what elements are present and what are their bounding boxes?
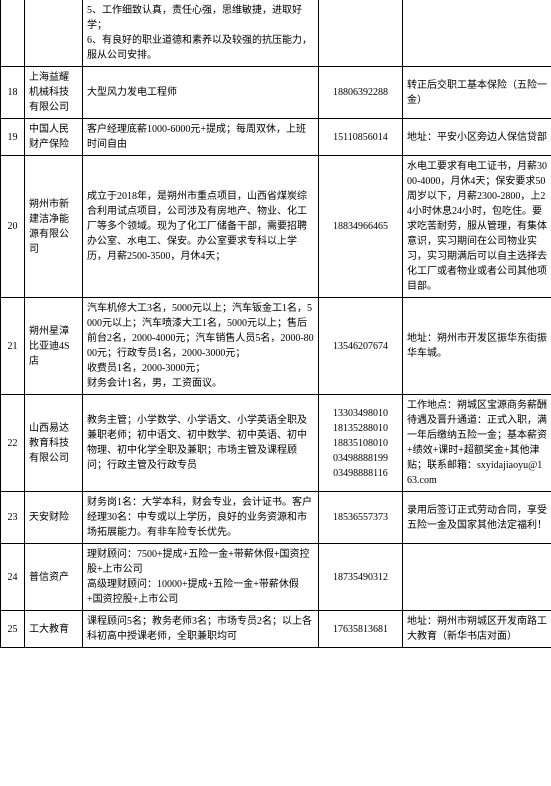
cell-company: 天安财险: [25, 492, 83, 544]
cell-phone: 1330349801018135288010188351080100349888…: [319, 395, 403, 492]
cell-idx: 18: [1, 67, 25, 119]
cell-note: 地址：朔州市朔城区开发南路工大教育（新华书店对面）: [403, 611, 551, 648]
cell-phone: 18834966465: [319, 156, 403, 298]
cell-phone: 18735490312: [319, 544, 403, 611]
cell-note: 地址：平安小区旁边人保信贷部: [403, 119, 551, 156]
cell-note: 转正后交职工基本保险（五险一金）: [403, 67, 551, 119]
cell-phone: 13546207674: [319, 298, 403, 395]
cell-phone: 18806392288: [319, 67, 403, 119]
cell-company: 中国人民财产保险: [25, 119, 83, 156]
cell-phone: [319, 0, 403, 67]
cell-company: [25, 0, 83, 67]
table-row-partial: 5、工作细致认真，责任心强，思维敏捷，进取好学；6、有良好的职业道德和素养以及较…: [1, 0, 551, 67]
cell-idx: 25: [1, 611, 25, 648]
cell-idx: 23: [1, 492, 25, 544]
cell-company: 工大教育: [25, 611, 83, 648]
cell-desc: 成立于2018年，是朔州市重点项目，山西省煤炭综合利用试点项目，公司涉及有房地产…: [83, 156, 319, 298]
cell-idx: 22: [1, 395, 25, 492]
cell-note: [403, 544, 551, 611]
cell-company: 山西易达教育科技有限公司: [25, 395, 83, 492]
cell-company: 上海益耀机械科技有限公司: [25, 67, 83, 119]
cell-desc: 课程顾问5名；教务老师3名；市场专员2名；以上各科初高中授课老师，全职兼职均可: [83, 611, 319, 648]
cell-phone: 18536557373: [319, 492, 403, 544]
cell-idx: 20: [1, 156, 25, 298]
cell-idx: 19: [1, 119, 25, 156]
cell-phone: 15110856014: [319, 119, 403, 156]
cell-phone: 17635813681: [319, 611, 403, 648]
cell-desc: 财务岗1名：大学本科，财会专业，会计证书。客户经理30名：中专或以上学历，良好的…: [83, 492, 319, 544]
recruitment-table: 5、工作细致认真，责任心强，思维敏捷，进取好学；6、有良好的职业道德和素养以及较…: [0, 0, 551, 648]
cell-company: 朔州市新建洁净能源有限公司: [25, 156, 83, 298]
cell-note: 录用后签订正式劳动合同，享受五险一金及国家其他法定福利！: [403, 492, 551, 544]
cell-note: 工作地点：朔城区宝源商务薪酬待遇及晋升通道：正式入职，满一年后缴纳五险一金；基本…: [403, 395, 551, 492]
cell-note: [403, 0, 551, 67]
cell-desc: 客户经理底薪1000-6000元+提成；每周双休，上班时间自由: [83, 119, 319, 156]
cell-idx: 24: [1, 544, 25, 611]
cell-desc: 教务主管；小学数学、小学语文、小学英语全职及兼职老师；初中语文、初中数学、初中英…: [83, 395, 319, 492]
table-row: 19 中国人民财产保险 客户经理底薪1000-6000元+提成；每周双休，上班时…: [1, 119, 551, 156]
cell-company: 朔州星漳比亚迪4S店: [25, 298, 83, 395]
cell-desc: 理财顾问：7500+提成+五险一金+带薪休假+国资控股+上市公司高级理财顾问：1…: [83, 544, 319, 611]
cell-idx: [1, 0, 25, 67]
table-row: 25 工大教育 课程顾问5名；教务老师3名；市场专员2名；以上各科初高中授课老师…: [1, 611, 551, 648]
table-row: 20 朔州市新建洁净能源有限公司 成立于2018年，是朔州市重点项目，山西省煤炭…: [1, 156, 551, 298]
table-row: 23 天安财险 财务岗1名：大学本科，财会专业，会计证书。客户经理30名：中专或…: [1, 492, 551, 544]
table-row: 18 上海益耀机械科技有限公司 大型风力发电工程师 18806392288 转正…: [1, 67, 551, 119]
cell-desc: 汽车机修大工3名，5000元以上；汽车钣金工1名，5000元以上；汽车喷漆大工1…: [83, 298, 319, 395]
cell-note: 地址：朔州市开发区振华东街振华车城。: [403, 298, 551, 395]
cell-idx: 21: [1, 298, 25, 395]
cell-note: 水电工要求有电工证书，月薪3000-4000，月休4天；保安要求50周岁以下，月…: [403, 156, 551, 298]
table-row: 21 朔州星漳比亚迪4S店 汽车机修大工3名，5000元以上；汽车钣金工1名，5…: [1, 298, 551, 395]
cell-desc: 大型风力发电工程师: [83, 67, 319, 119]
table-row: 22 山西易达教育科技有限公司 教务主管；小学数学、小学语文、小学英语全职及兼职…: [1, 395, 551, 492]
table-row: 24 普信资产 理财顾问：7500+提成+五险一金+带薪休假+国资控股+上市公司…: [1, 544, 551, 611]
cell-desc: 5、工作细致认真，责任心强，思维敏捷，进取好学；6、有良好的职业道德和素养以及较…: [83, 0, 319, 67]
cell-company: 普信资产: [25, 544, 83, 611]
